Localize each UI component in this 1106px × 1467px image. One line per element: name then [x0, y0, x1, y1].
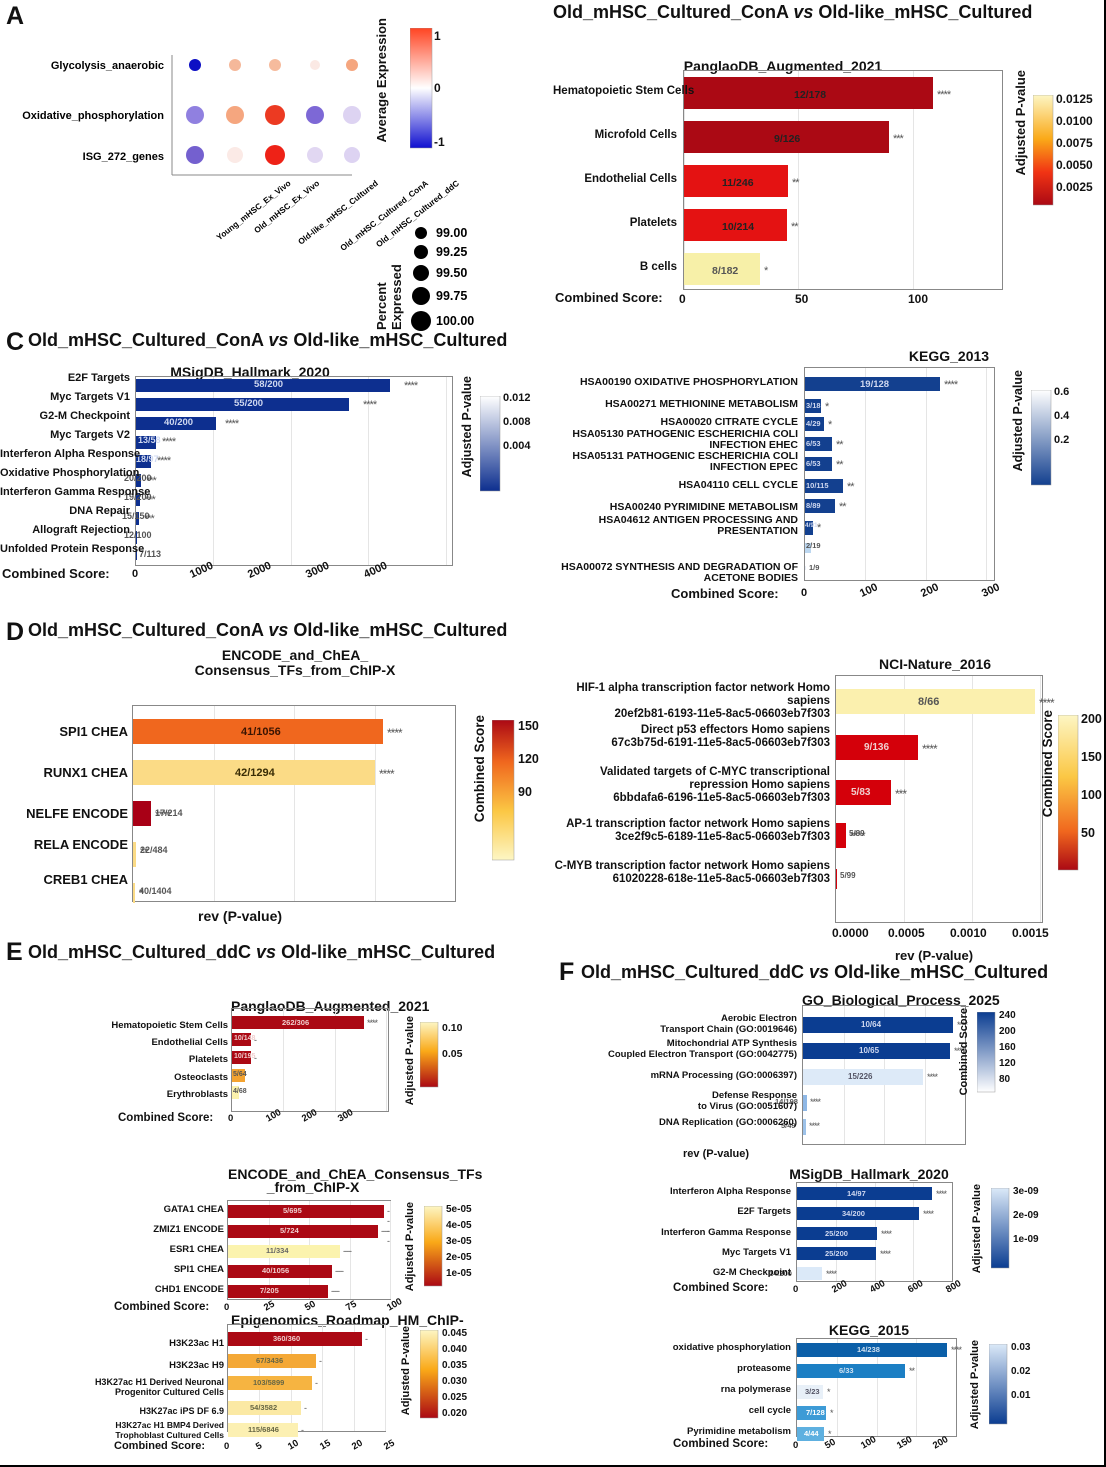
svg-text:99.75: 99.75	[436, 289, 467, 303]
svg-text:100.00: 100.00	[436, 314, 474, 328]
svg-text:99.25: 99.25	[436, 245, 467, 259]
svg-text:99.00: 99.00	[436, 226, 467, 240]
svg-text:99.50: 99.50	[436, 266, 467, 280]
